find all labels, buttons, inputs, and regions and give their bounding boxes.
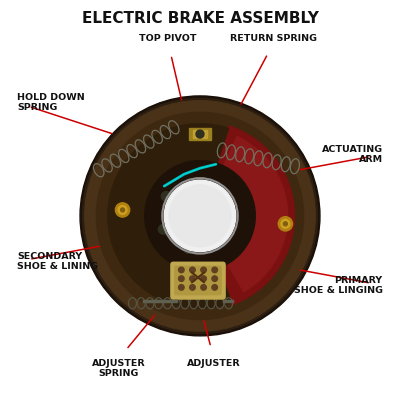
Circle shape bbox=[212, 285, 218, 290]
Circle shape bbox=[201, 267, 206, 273]
Circle shape bbox=[196, 130, 204, 138]
Circle shape bbox=[169, 185, 231, 247]
Circle shape bbox=[190, 267, 195, 273]
Text: PRIMARY
SHOE & LINGING: PRIMARY SHOE & LINGING bbox=[294, 276, 383, 295]
Text: ADJUSTER: ADJUSTER bbox=[187, 359, 241, 368]
Circle shape bbox=[212, 276, 218, 282]
Circle shape bbox=[115, 203, 130, 217]
Wedge shape bbox=[223, 136, 288, 292]
Circle shape bbox=[178, 267, 184, 273]
Text: ELECTRIC BRAKE ASSEMBLY: ELECTRIC BRAKE ASSEMBLY bbox=[82, 11, 318, 26]
Text: MAGNET: MAGNET bbox=[177, 206, 223, 214]
Circle shape bbox=[178, 285, 184, 290]
Circle shape bbox=[161, 192, 171, 201]
Circle shape bbox=[190, 285, 195, 290]
Text: HOLD DOWN
SPRING: HOLD DOWN SPRING bbox=[17, 93, 85, 112]
FancyBboxPatch shape bbox=[174, 266, 222, 295]
Circle shape bbox=[278, 217, 292, 231]
Circle shape bbox=[158, 224, 168, 234]
Circle shape bbox=[212, 267, 218, 273]
Bar bbox=[193, 130, 207, 138]
Circle shape bbox=[201, 276, 206, 282]
Bar bbox=[189, 128, 211, 140]
Circle shape bbox=[85, 101, 315, 331]
Circle shape bbox=[178, 276, 184, 282]
Circle shape bbox=[80, 96, 320, 336]
Wedge shape bbox=[216, 126, 294, 305]
Ellipse shape bbox=[164, 134, 228, 171]
FancyBboxPatch shape bbox=[170, 262, 226, 300]
Circle shape bbox=[190, 276, 195, 282]
Circle shape bbox=[120, 208, 124, 212]
Text: ADJUSTER
SPRING: ADJUSTER SPRING bbox=[92, 359, 145, 378]
Text: ACTUATING
ARM: ACTUATING ARM bbox=[322, 145, 383, 164]
Circle shape bbox=[184, 244, 193, 253]
Circle shape bbox=[284, 222, 287, 226]
Circle shape bbox=[201, 285, 206, 290]
Text: SECONDARY
SHOE & LINING: SECONDARY SHOE & LINING bbox=[17, 252, 98, 271]
Circle shape bbox=[96, 112, 304, 320]
Circle shape bbox=[281, 220, 290, 228]
Circle shape bbox=[82, 98, 318, 334]
Text: TOP PIVOT: TOP PIVOT bbox=[140, 34, 197, 43]
Circle shape bbox=[118, 206, 127, 214]
Ellipse shape bbox=[168, 138, 224, 168]
Circle shape bbox=[164, 180, 236, 252]
Circle shape bbox=[145, 160, 255, 271]
Wedge shape bbox=[108, 124, 232, 308]
Text: RETURN SPRING: RETURN SPRING bbox=[230, 34, 317, 43]
